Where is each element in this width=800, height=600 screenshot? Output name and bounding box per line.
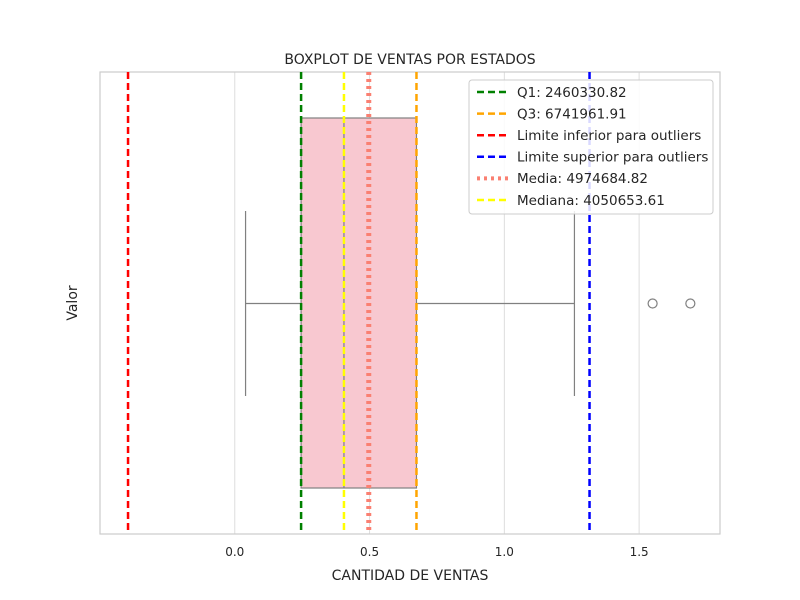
y-axis-label: Valor (65, 285, 81, 321)
x-axis-label: CANTIDAD DE VENTAS (332, 568, 489, 584)
chart-title: BOXPLOT DE VENTAS POR ESTADOS (284, 52, 535, 68)
legend-frame (468, 79, 714, 215)
x-tick-label: 0.5 (360, 545, 379, 559)
interquartile-box (300, 117, 418, 489)
legend-label-q1: Q1: 2460330.82 (517, 85, 627, 101)
legend: Q1: 2460330.82 Q3: 6741961.91 Limite infer… (468, 79, 714, 215)
legend-label-q3: Q3: 6741961.91 (517, 106, 627, 122)
outlier-point (647, 298, 658, 309)
x-tick-label: 1.0 (495, 545, 514, 559)
x-tick-labels: 0.0 0.5 1.0 1.5 (225, 545, 648, 559)
x-tick-label: 0.0 (225, 545, 244, 559)
outlier-point (685, 298, 696, 309)
legend-label-lower: Limite inferior para outliers (517, 128, 701, 144)
legend-label-mean: Media: 4974684.82 (517, 171, 648, 187)
plot-area-frame (99, 71, 721, 535)
legend-label-upper: Limite superior para outliers (517, 150, 708, 166)
legend-label-median: Mediana: 4050653.61 (517, 193, 665, 209)
x-tick-label: 1.5 (630, 545, 649, 559)
